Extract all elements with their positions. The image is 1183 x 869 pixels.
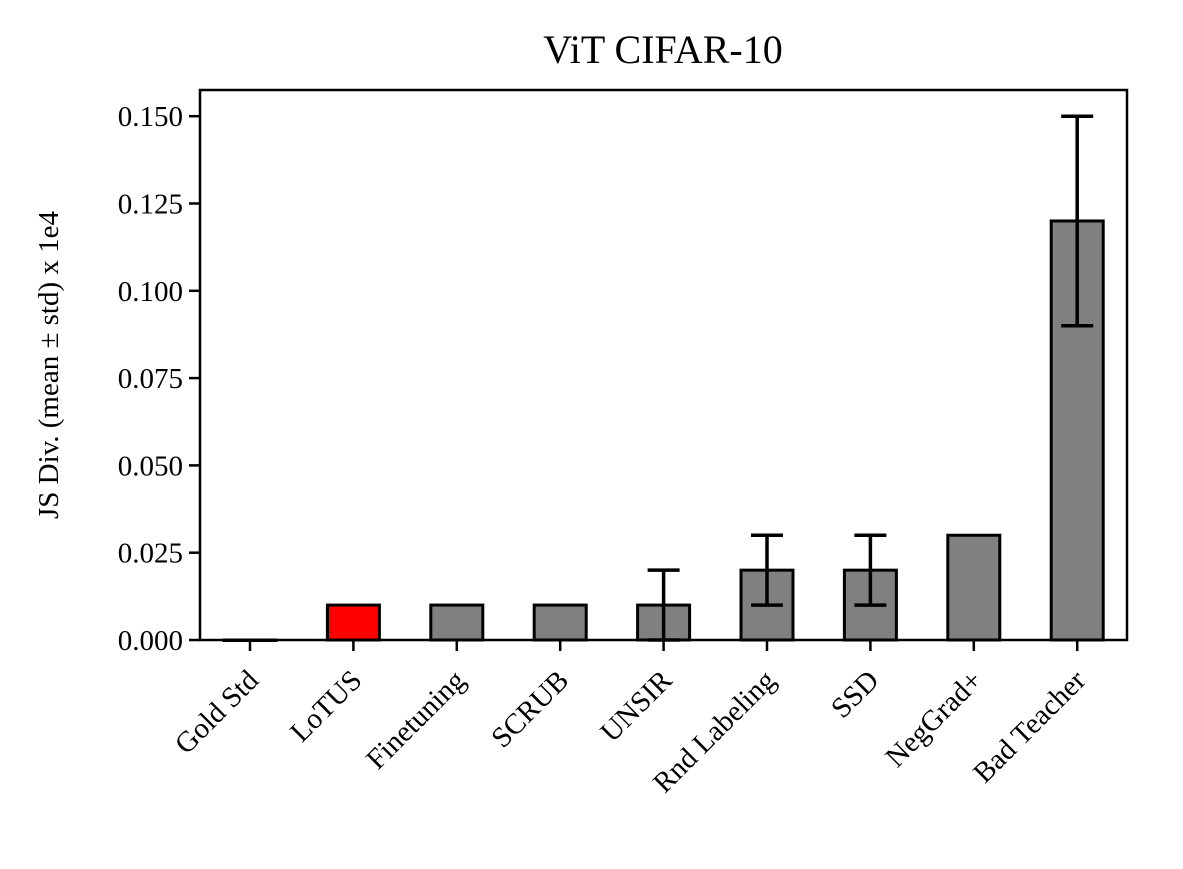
y-tick-label: 0.025 bbox=[118, 538, 183, 570]
chart-title: ViT CIFAR-10 bbox=[543, 27, 782, 72]
x-tick-label: Bad Teacher bbox=[967, 664, 1092, 789]
y-axis-label: JS Div. (mean ± std) x 1e4 bbox=[33, 210, 65, 519]
x-tick-label: LoTUS bbox=[284, 664, 368, 748]
x-tick-label: SCRUB bbox=[485, 664, 575, 754]
plot-area: 0.000 0.025 0.050 0.075 0.100 0.125 0.150 Gold … bbox=[118, 88, 1129, 799]
y-tick-label: 0.100 bbox=[118, 276, 183, 308]
bar bbox=[946, 533, 1002, 642]
bar bbox=[532, 603, 588, 642]
x-tick-label: Gold Std bbox=[169, 664, 265, 760]
y-tick-label: 0.050 bbox=[118, 450, 183, 482]
bar bbox=[429, 603, 485, 642]
y-tick-label: 0.075 bbox=[118, 363, 183, 395]
x-tick-label: Finetuning bbox=[360, 664, 471, 775]
y-tick-label: 0.125 bbox=[118, 188, 183, 220]
x-tick-label: UNSIR bbox=[594, 664, 679, 749]
x-tick-label: SSD bbox=[825, 664, 885, 724]
y-tick-label: 0.150 bbox=[118, 101, 183, 133]
x-tick-label: NegGrad+ bbox=[879, 664, 988, 773]
bar bbox=[325, 603, 381, 642]
y-tick-label: 0.000 bbox=[118, 625, 183, 657]
